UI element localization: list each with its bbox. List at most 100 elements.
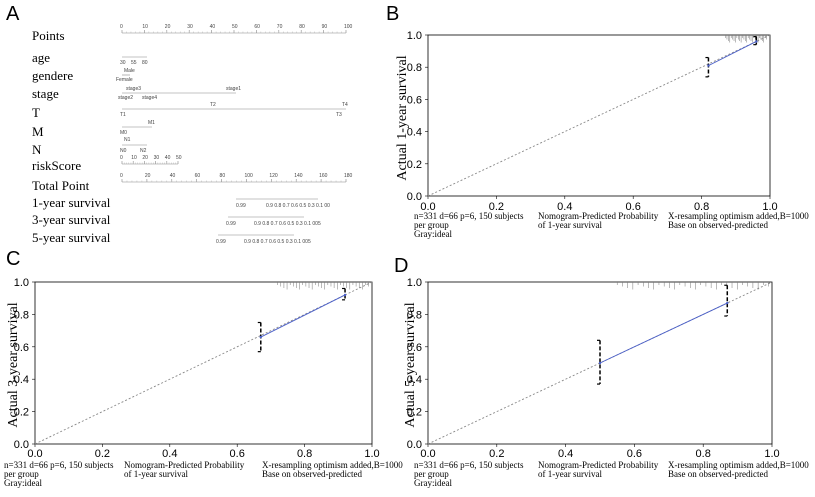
y-tick-label: 0.4: [14, 374, 29, 386]
nomogram-row-label: N: [32, 142, 42, 157]
gender-tick: Male: [124, 68, 135, 74]
y-axis-label: Actual 5-year survival: [403, 302, 418, 427]
observed-point: [755, 40, 758, 43]
x-tick-label: 0.2: [95, 448, 110, 460]
y-tick-label: 0.8: [407, 309, 422, 321]
surv1-tick: 0.99: [236, 203, 246, 209]
total-point-tick-label: 80: [220, 173, 226, 179]
y-tick-label: 0.0: [14, 439, 29, 451]
y-tick-label: 0.2: [14, 407, 29, 419]
y-tick-label: 1.0: [407, 277, 422, 289]
surv1-tick: 0.9 0.8 0.7 0.6 0.5 0.3 0.1 00: [266, 203, 330, 209]
stage-tick: stage2: [118, 95, 133, 101]
n-tick: N1: [124, 137, 131, 143]
x-tick-label: 1.0: [762, 201, 777, 213]
nomogram: Points age gendere stage T M N riskScore…: [32, 24, 353, 245]
y-tick-label: 0.4: [407, 374, 422, 386]
surv3-tick: 0.9 0.8 0.7 0.6 0.5 0.3 0.1 005: [254, 221, 321, 227]
observed-point: [598, 361, 602, 365]
calibration-plot-5-year: 0.0 0.2 0.4 0.6 0.8 1.0 0.0 0.2 0.4 0.6 0.8 1.0 Actu…: [403, 277, 809, 488]
points-tick-label: 20: [165, 24, 171, 30]
x-tick-label: 1.0: [764, 448, 779, 460]
note-mid: Nomogram-Predicted Probability: [538, 211, 659, 221]
age-tick: 80: [142, 60, 148, 66]
nomogram-row-label: age: [32, 50, 50, 65]
y-tick-label: 0.4: [407, 127, 422, 139]
total-point-tick-label: 0: [120, 173, 123, 179]
total-point-tick-label: 140: [294, 173, 303, 179]
total-point-tick-label: 60: [195, 173, 201, 179]
observed-point: [726, 301, 729, 305]
ideal-line: [427, 34, 771, 197]
stage-tick: stage1: [226, 86, 241, 92]
nomogram-row-label: T: [32, 105, 40, 120]
observed-point: [343, 293, 347, 297]
note-left: per group: [4, 469, 39, 479]
x-tick-label: 0.8: [696, 448, 711, 460]
points-tick-label: 50: [232, 24, 238, 30]
y-tick-label: 0.6: [14, 342, 29, 354]
note-mid: Nomogram-Predicted Probability: [538, 460, 659, 470]
observed-line: [260, 294, 346, 338]
t-tick: T1: [120, 112, 126, 118]
panel-label-a: A: [6, 3, 20, 25]
y-tick-label: 0.0: [407, 191, 422, 203]
plot-frame: [427, 281, 773, 445]
age-tick: 30: [120, 60, 126, 66]
note-right: Base on observed-predicted: [668, 469, 768, 479]
observed-point: [707, 64, 710, 67]
total-point-tick-label: 180: [344, 173, 353, 179]
stage-tick: stage3: [126, 86, 141, 92]
y-tick-label: 1.0: [407, 30, 422, 42]
points-tick-label: 40: [210, 24, 216, 30]
note-left: per group: [414, 469, 449, 479]
riskscore-tick-label: 30: [154, 155, 160, 161]
surv5-tick: 0.9 0.8 0.7 0.6 0.5 0.3 0.1 005: [244, 239, 311, 245]
y-axis-label: Actual 1-year survival: [395, 55, 410, 180]
panel-label-c: C: [6, 248, 20, 270]
x-tick-label: 0.6: [230, 448, 245, 460]
note-mid: Nomogram-Predicted Probability: [124, 460, 245, 470]
total-point-tick-label: 100: [244, 173, 253, 179]
x-tick-label: 0.0: [27, 448, 42, 460]
note-left: n=331 d=66 p=6, 150 subjects: [414, 211, 524, 221]
y-tick-label: 0.8: [14, 309, 29, 321]
points-tick-label: 90: [322, 24, 328, 30]
panel-label-b: B: [386, 3, 399, 25]
calibration-plot-3-year: 0.0 0.2 0.4 0.6 0.8 1.0 0.0 0.2 0.4 0.6 0.8 1.0 Actu…: [4, 277, 403, 488]
note-right: X-resampling optimism added,B=1000: [668, 460, 809, 470]
stage-tick: stage4: [142, 95, 157, 101]
y-axis-label: Actual 3-year survival: [6, 302, 21, 427]
observed-line: [708, 41, 757, 66]
y-tick-label: 0.6: [407, 342, 422, 354]
total-point-tick-label: 120: [269, 173, 278, 179]
surv5-tick: 0.99: [216, 239, 226, 245]
total-point-tick-label: 40: [170, 173, 176, 179]
note-right: X-resampling optimism added,B=1000: [668, 211, 809, 221]
y-tick-label: 0.2: [407, 407, 422, 419]
riskscore-tick-label: 40: [165, 155, 171, 161]
plot-frame: [34, 281, 373, 445]
riskscore-tick-label: 20: [142, 155, 148, 161]
y-tick-label: 0.2: [407, 159, 422, 171]
x-tick-label: 0.8: [694, 201, 709, 213]
note-left: n=331 d=66 p=6, 150 subjects: [414, 460, 524, 470]
y-tick-label: 0.6: [407, 94, 422, 106]
points-tick-label: 10: [142, 24, 148, 30]
plot-frame: [427, 34, 771, 197]
y-tick-label: 0.0: [407, 439, 422, 451]
x-tick-label: 0.6: [626, 201, 641, 213]
note-left: Gray:ideal: [414, 478, 452, 488]
x-tick-label: 0.4: [557, 201, 572, 213]
points-tick-label: 60: [254, 24, 260, 30]
nomogram-row-label: M: [32, 124, 44, 139]
points-axis: 0 10 20 30 40 50 60 70 80 90 100: [120, 24, 353, 33]
panel-label-d: D: [394, 255, 408, 277]
nomogram-row-label: stage: [32, 86, 59, 101]
t-tick: T4: [342, 102, 348, 108]
x-tick-label: 0.4: [558, 448, 573, 460]
total-point-axis: 0 20 40 60 80 100 120 140 160 180: [120, 173, 353, 182]
nomogram-row-label: Points: [32, 28, 65, 43]
n-tick: N2: [140, 148, 147, 154]
